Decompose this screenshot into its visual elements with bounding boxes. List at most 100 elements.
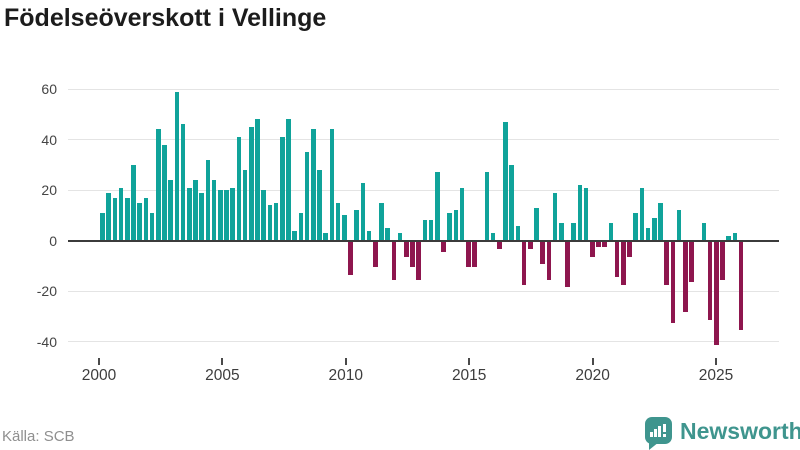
bar xyxy=(267,205,273,241)
bar xyxy=(521,241,527,285)
bar xyxy=(218,190,223,241)
bar xyxy=(639,187,645,241)
bar xyxy=(621,241,626,285)
gridline-60 xyxy=(68,88,779,90)
bar xyxy=(720,241,725,280)
x-axis-label: 2020 xyxy=(575,367,610,384)
bar xyxy=(286,119,291,241)
bar xyxy=(199,192,204,241)
bar xyxy=(304,152,310,241)
zero-axis-line xyxy=(68,239,779,242)
bar xyxy=(242,169,248,241)
bar xyxy=(249,126,254,241)
bar xyxy=(571,223,576,241)
bar xyxy=(683,241,688,313)
bar xyxy=(410,241,415,267)
bar xyxy=(354,210,359,241)
bar xyxy=(180,124,186,241)
bar xyxy=(149,212,155,241)
bar xyxy=(472,241,477,267)
bar xyxy=(484,172,490,241)
x-axis-tick xyxy=(98,358,100,365)
bar xyxy=(658,202,663,241)
bar xyxy=(614,241,620,278)
bar xyxy=(676,210,682,241)
bar xyxy=(360,182,366,241)
bar xyxy=(342,215,347,241)
bar xyxy=(509,164,514,241)
bar xyxy=(565,241,570,288)
bar xyxy=(404,241,409,257)
gridline--40 xyxy=(68,341,779,343)
bar xyxy=(577,185,583,241)
bar xyxy=(118,187,124,241)
y-axis-label: 40 xyxy=(41,131,57,148)
bar xyxy=(466,241,471,267)
x-axis-tick xyxy=(715,358,717,365)
bar xyxy=(100,212,105,241)
bar xyxy=(205,159,211,241)
bar xyxy=(670,241,676,323)
x-axis-label: 2025 xyxy=(698,367,734,384)
bar xyxy=(422,220,428,241)
bar xyxy=(280,137,285,241)
bar xyxy=(348,241,353,275)
bar xyxy=(255,119,260,241)
y-axis-label: -40 xyxy=(36,333,57,350)
gridline-40 xyxy=(68,139,779,141)
bar xyxy=(211,180,217,241)
gridline--20 xyxy=(68,290,779,292)
bar xyxy=(559,223,564,241)
bar xyxy=(645,228,651,241)
bar xyxy=(168,180,173,241)
bar xyxy=(298,212,304,241)
bar xyxy=(435,172,440,241)
bar xyxy=(416,241,421,280)
bar xyxy=(379,202,384,241)
bar xyxy=(515,225,521,241)
bar xyxy=(317,169,322,241)
bar xyxy=(366,230,372,241)
x-axis-tick xyxy=(344,358,347,365)
bar xyxy=(726,235,731,241)
bar xyxy=(689,241,694,283)
bar-chart-speech-bubble-icon xyxy=(645,417,672,450)
bar xyxy=(391,241,397,280)
source-note: Källa: SCB xyxy=(2,428,75,445)
x-axis-label: 2000 xyxy=(81,367,117,384)
bar xyxy=(373,241,378,267)
bar xyxy=(633,212,638,241)
bar xyxy=(441,241,446,252)
y-axis-label: -20 xyxy=(36,283,57,300)
bar xyxy=(459,187,465,241)
bar xyxy=(156,129,161,241)
bar xyxy=(385,228,390,241)
y-axis-label: 0 xyxy=(49,232,57,249)
bar xyxy=(323,233,328,241)
bar xyxy=(447,212,452,241)
y-axis-label: 20 xyxy=(41,182,57,199)
bar xyxy=(652,217,657,241)
brand-logo: Newsworthy xyxy=(645,417,800,450)
bar xyxy=(590,241,595,257)
bar xyxy=(131,164,136,241)
brand-name: Newsworthy xyxy=(680,418,800,444)
bar xyxy=(230,187,235,241)
bar xyxy=(732,233,738,241)
bar xyxy=(546,241,552,280)
bar xyxy=(162,144,167,241)
bar xyxy=(174,91,180,241)
bar xyxy=(311,129,316,241)
bar xyxy=(261,190,266,241)
bar xyxy=(490,233,496,241)
bar xyxy=(528,241,533,250)
bar xyxy=(608,223,614,241)
bar xyxy=(187,187,192,241)
bar xyxy=(664,241,669,285)
bar xyxy=(738,241,744,331)
bar xyxy=(193,180,198,241)
x-axis-tick xyxy=(221,358,224,365)
bar xyxy=(627,241,632,257)
bar xyxy=(503,121,508,241)
